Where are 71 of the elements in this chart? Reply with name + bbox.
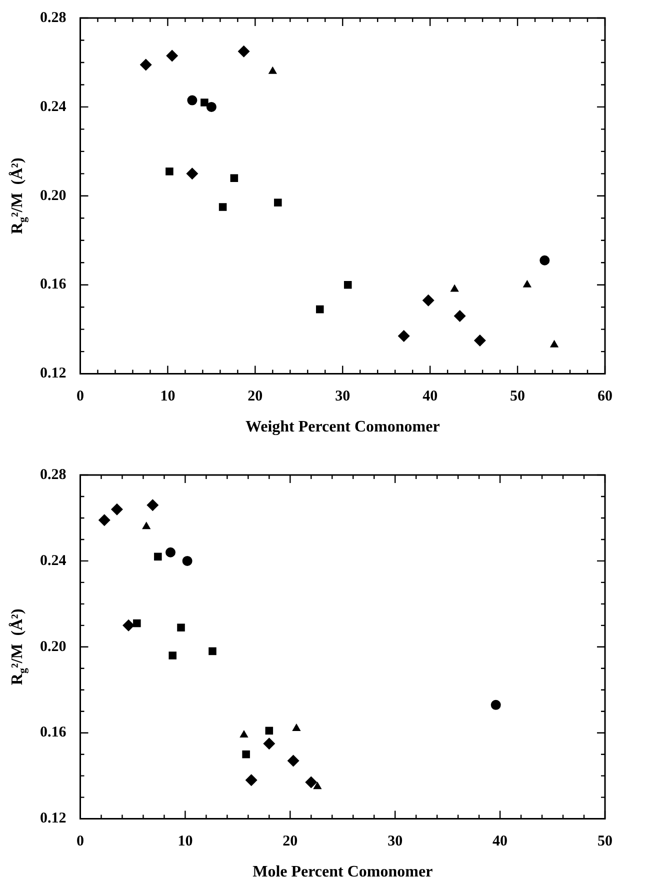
x-tick-label: 0 (76, 388, 84, 405)
point (305, 776, 318, 788)
point (245, 774, 258, 786)
y-tick-label: 0.12 (40, 810, 66, 827)
point (110, 503, 123, 516)
point (242, 750, 250, 758)
point (154, 552, 162, 561)
point (186, 168, 198, 180)
point (208, 647, 216, 656)
y-tick-label: 0.16 (40, 724, 67, 741)
point (98, 514, 110, 526)
x-tick-label: 20 (248, 388, 263, 405)
point (422, 294, 434, 306)
point (398, 330, 410, 342)
point (454, 310, 466, 322)
y-axis-title: Rg²/M (Å²) (8, 158, 29, 234)
x-tick-label: 10 (160, 388, 176, 405)
point (268, 66, 277, 74)
y-tick-label: 0.24 (40, 98, 67, 115)
point (177, 624, 185, 632)
x-tick-label: 60 (598, 388, 612, 405)
y-tick-label: 0.28 (40, 10, 66, 26)
point (200, 98, 208, 106)
point (230, 174, 238, 182)
y-tick-label: 0.12 (40, 366, 66, 382)
point (122, 619, 135, 632)
point (490, 700, 501, 710)
y-tick-label: 0.24 (40, 552, 67, 569)
point (187, 95, 198, 106)
x-tick-label: 30 (388, 834, 403, 850)
point (168, 652, 176, 660)
y-axis-title: Rg²/M (Å²) (8, 608, 29, 686)
point (450, 284, 459, 292)
x-tick-label: 10 (178, 834, 193, 850)
point (182, 556, 192, 566)
x-tick-label: 50 (598, 834, 612, 850)
point (140, 58, 152, 71)
point (238, 45, 250, 58)
x-tick-label: 50 (510, 388, 526, 405)
x-tick-label: 20 (282, 834, 298, 850)
point (240, 730, 248, 738)
x-axis-title: Weight Percent Comonomer (245, 418, 440, 436)
x-axis-title: Mole Percent Comonomer (252, 864, 433, 881)
point (166, 50, 178, 62)
point (540, 255, 550, 266)
point (218, 203, 227, 211)
point (474, 334, 486, 346)
point (206, 102, 216, 112)
point (265, 726, 274, 735)
x-tick-label: 30 (335, 388, 350, 405)
point (142, 522, 151, 530)
point (133, 619, 141, 628)
point (166, 168, 174, 176)
y-tick-label: 0.28 (40, 466, 66, 483)
x-tick-label: 40 (492, 834, 508, 850)
point (292, 724, 301, 732)
y-tick-label: 0.20 (40, 188, 66, 204)
point (274, 198, 282, 206)
point (344, 280, 352, 289)
point (522, 280, 532, 288)
point (316, 305, 324, 314)
point (146, 499, 159, 512)
point (287, 754, 300, 767)
point (263, 738, 276, 750)
point (166, 547, 176, 558)
y-tick-label: 0.16 (40, 276, 67, 293)
x-tick-label: 40 (422, 388, 438, 405)
y-tick-label: 0.20 (40, 638, 66, 655)
point (313, 782, 322, 790)
point (550, 340, 559, 348)
x-tick-label: 0 (76, 834, 84, 850)
